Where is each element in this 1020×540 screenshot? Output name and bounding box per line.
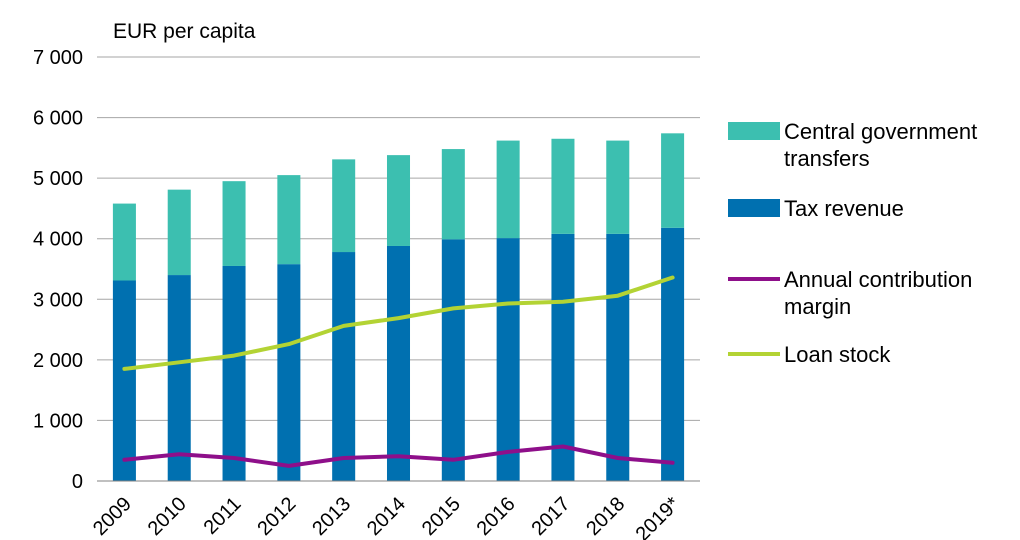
bar-tax-revenue [112,280,136,481]
legend-swatch-annual-contribution-margin [728,277,780,281]
bar-central-government-transfers [386,155,411,246]
bar-central-government-transfers [277,175,301,265]
bar-central-government-transfers [496,140,520,239]
legend-label-central-government-transfers-line2: transfers [784,146,870,171]
x-tick-label: 2011 [200,493,246,539]
y-tick-label: 5 000 [33,168,83,190]
legend-item-annual-contribution-margin: Annual contribution margin [728,266,1014,320]
legend-swatch-tax-revenue [728,199,780,217]
line-series [122,275,675,468]
bar-central-government-transfers [606,140,630,234]
x-tick-label: 2015 [418,493,465,540]
line-loan-stock [122,275,675,371]
y-tick-label: 4 000 [33,229,83,251]
legend-swatch-loan-stock [728,352,780,356]
y-tick-label: 6 000 [33,108,83,130]
x-tick-label: 2017 [527,493,574,540]
bar-central-government-transfers [332,159,356,253]
y-tick-label: 7 000 [33,47,83,69]
bar-tax-revenue [661,227,685,481]
bar-central-government-transfers [167,189,191,276]
bar-tax-revenue [332,252,356,481]
x-tick-label: 2012 [253,493,300,540]
legend-item-loan-stock: Loan stock [728,341,1014,368]
bar-tax-revenue [551,233,575,481]
legend-label-tax-revenue: Tax revenue [784,196,904,221]
legend-label-annual-contribution-margin-line2: margin [784,294,852,319]
x-tick-label: 2014 [363,493,410,540]
x-axis-ticks: 2009 2010 2011 2012 2013 2014 2015 2016 2017 2018… [89,493,684,540]
line-annual-contribution-margin [122,444,675,468]
x-tick-label: 2019* [632,493,685,540]
x-tick-label: 2010 [144,493,191,540]
y-axis-ticks: 0 1 000 2 000 3 000 4 000 5 000 6 000 7 000 [33,47,83,493]
bar-tax-revenue [277,264,301,481]
bar-central-government-transfers [441,149,465,240]
bar-tax-revenue [386,245,411,481]
legend-item-tax-revenue: Tax revenue [728,195,1014,222]
legend-swatch-central-government-transfers [728,122,780,140]
legend-label-central-government-transfers-line1: Central government [784,119,978,144]
x-tick-label: 2013 [308,493,355,540]
y-axis-unit-label: EUR per capita [113,20,256,43]
bar-central-government-transfers [551,138,575,234]
y-tick-label: 3 000 [33,289,83,311]
bar-tax-revenue [167,275,191,481]
bar-central-government-transfers [661,133,685,228]
x-tick-label: 2009 [89,493,136,540]
legend-item-central-government-transfers: Central government transfers [728,118,1014,172]
bar-tax-revenue [441,239,465,481]
y-tick-label: 2 000 [33,350,83,372]
bar-tax-revenue [496,238,520,481]
bars [97,133,700,482]
x-tick-label: 2018 [582,493,629,540]
bar-central-government-transfers [112,203,136,281]
legend-label-loan-stock: Loan stock [784,342,891,367]
legend-label-annual-contribution-margin-line1: Annual contribution [784,267,973,292]
bar-tax-revenue [222,265,246,481]
bar-central-government-transfers [222,181,246,266]
x-tick-label: 2016 [473,493,520,540]
y-tick-label: 1 000 [33,410,83,432]
y-tick-label: 0 [72,471,83,493]
bar-tax-revenue [606,233,630,481]
